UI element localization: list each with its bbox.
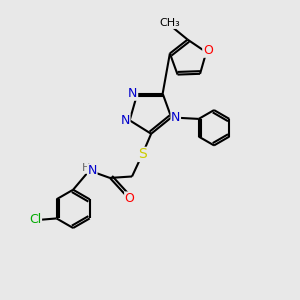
Text: N: N xyxy=(88,164,97,177)
Text: S: S xyxy=(138,147,147,161)
Text: CH₃: CH₃ xyxy=(160,18,180,28)
Text: N: N xyxy=(171,111,180,124)
Text: Cl: Cl xyxy=(29,213,41,226)
Text: N: N xyxy=(128,87,138,100)
Text: O: O xyxy=(125,192,135,205)
Text: O: O xyxy=(203,44,213,57)
Text: H: H xyxy=(82,163,91,173)
Text: N: N xyxy=(121,114,130,127)
